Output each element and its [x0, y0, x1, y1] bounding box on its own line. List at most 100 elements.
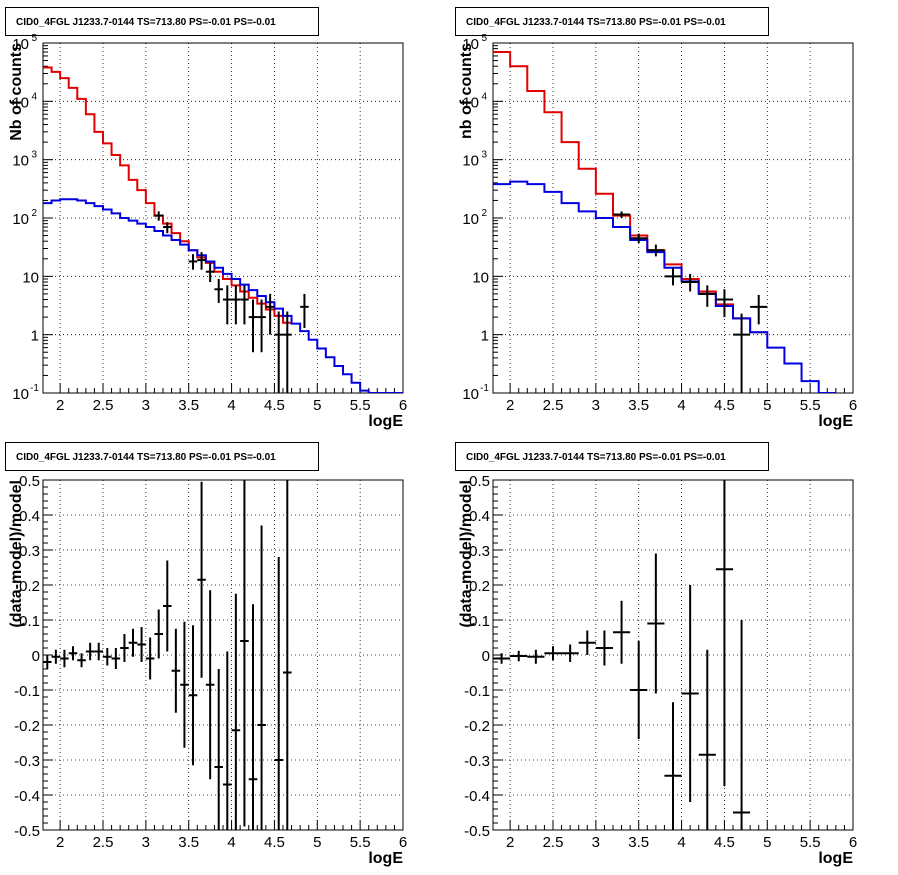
y-tick-label: 0.2: [469, 578, 490, 595]
x-tick-label: 2.5: [93, 834, 114, 851]
y-tick-label: -0.1: [14, 683, 40, 700]
y-tick-label: 0: [32, 648, 40, 665]
y-tick-exponent: 4: [481, 91, 487, 102]
model-total-step: [43, 66, 292, 324]
chart-title: CID0_4FGL J1233.7-0144 TS=713.80 PS=-0.0…: [466, 17, 726, 28]
title-box: [455, 7, 769, 36]
grid: [43, 480, 403, 830]
x-tick-label: 4: [227, 834, 235, 851]
tick-marks: [493, 479, 854, 831]
x-tick-label: 2.5: [543, 397, 564, 414]
x-tick-label: 5: [313, 397, 321, 414]
y-tick-label: 10: [12, 153, 29, 170]
x-tick-label: 5.5: [350, 834, 371, 851]
y-tick-label: -0.4: [464, 788, 490, 805]
y-tick-label: -0.5: [14, 823, 40, 840]
x-tick-label: 3.5: [178, 834, 199, 851]
y-axis-label: (data-model)/model: [458, 480, 475, 628]
y-tick-label: 0.5: [469, 473, 490, 490]
x-axis-label: logE: [818, 413, 853, 430]
y-tick-label: -0.5: [464, 823, 490, 840]
y-tick-label: 10: [462, 36, 479, 53]
y-tick-label: 0.3: [19, 543, 40, 560]
x-tick-label: 5: [313, 834, 321, 851]
y-tick-label: 0.1: [469, 613, 490, 630]
y-tick-label: 10: [12, 94, 29, 111]
x-tick-label: 5.5: [800, 834, 821, 851]
data-area: [493, 480, 751, 830]
x-tick-label: 5.5: [350, 397, 371, 414]
y-tick-label: -0.2: [464, 718, 490, 735]
y-tick-label: -0.3: [464, 753, 490, 770]
y-tick-exponent: 3: [481, 150, 487, 161]
grid: [43, 43, 403, 393]
title-box: [455, 442, 769, 471]
tick-marks: [43, 42, 404, 394]
x-tick-label: 6: [399, 834, 407, 851]
x-tick-label: 3: [592, 397, 600, 414]
y-tick-exponent: 5: [31, 33, 37, 44]
y-tick-exponent: -1: [480, 383, 489, 394]
x-tick-label: 4.5: [714, 397, 735, 414]
y-tick-label: -0.2: [14, 718, 40, 735]
x-tick-label: 5.5: [800, 397, 821, 414]
x-tick-label: 4.5: [714, 834, 735, 851]
model-background-step: [43, 198, 403, 393]
y-tick-label: 10: [462, 94, 479, 111]
x-tick-label: 6: [849, 397, 857, 414]
chart-title: CID0_4FGL J1233.7-0144 TS=713.80 PS=-0.0…: [16, 452, 276, 463]
y-tick-label: 0.2: [19, 578, 40, 595]
x-tick-label: 2.5: [543, 834, 564, 851]
x-tick-label: 2.5: [93, 397, 114, 414]
y-tick-exponent: 4: [31, 91, 37, 102]
y-axis-label: nb of counts: [458, 43, 475, 139]
model-total-step: [493, 51, 768, 334]
y-tick-label: 10: [22, 269, 39, 286]
x-tick-label: 6: [849, 834, 857, 851]
y-tick-label: 0.4: [19, 508, 40, 525]
x-axis-label: logE: [368, 413, 403, 430]
y-tick-label: 0.3: [469, 543, 490, 560]
data-area: [493, 51, 836, 393]
x-tick-label: 4: [677, 397, 685, 414]
panel-bottom-right: CID0_4FGL J1233.7-0144 TS=713.80 PS=-0.0…: [455, 442, 857, 867]
x-tick-label: 4: [677, 834, 685, 851]
panel-top-right: CID0_4FGL J1233.7-0144 TS=713.80 PS=-0.0…: [455, 7, 857, 430]
x-tick-label: 2: [506, 397, 514, 414]
x-tick-label: 3: [142, 834, 150, 851]
y-tick-exponent: 2: [481, 208, 487, 219]
y-axis-label: Nb of counts: [8, 43, 25, 141]
y-tick-label: 10: [462, 386, 479, 403]
x-tick-label: 2: [56, 397, 64, 414]
grid: [493, 43, 853, 393]
y-tick-label: 1: [481, 328, 489, 345]
panel-top-left: CID0_4FGL J1233.7-0144 TS=713.80 PS=-0.0…: [5, 7, 407, 430]
y-tick-label: 10: [12, 386, 29, 403]
x-axis-label: logE: [368, 850, 403, 867]
x-tick-label: 4.5: [264, 397, 285, 414]
panel-bottom-left: CID0_4FGL J1233.7-0144 TS=713.80 PS=-0.0…: [5, 442, 407, 867]
y-tick-label: 1: [31, 328, 39, 345]
x-tick-label: 6: [399, 397, 407, 414]
data-area: [43, 66, 403, 393]
y-tick-label: 10: [462, 153, 479, 170]
y-tick-exponent: -1: [30, 383, 39, 394]
y-axis-label: (data-model)/model: [8, 480, 25, 628]
title-box: [5, 7, 319, 36]
y-tick-label: 0.4: [469, 508, 490, 525]
chart-title: CID0_4FGL J1233.7-0144 TS=713.80 PS=-0.0…: [466, 452, 726, 463]
x-tick-label: 4.5: [264, 834, 285, 851]
y-tick-label: 10: [12, 211, 29, 228]
x-tick-label: 4: [227, 397, 235, 414]
tick-marks: [43, 479, 404, 831]
y-tick-exponent: 5: [481, 33, 487, 44]
x-tick-label: 3: [142, 397, 150, 414]
y-tick-label: 0.1: [19, 613, 40, 630]
y-tick-exponent: 2: [31, 208, 37, 219]
x-tick-label: 3.5: [178, 397, 199, 414]
model-background-step: [493, 180, 836, 393]
data-area: [43, 480, 292, 830]
y-tick-label: -0.4: [14, 788, 40, 805]
y-tick-label: -0.3: [14, 753, 40, 770]
